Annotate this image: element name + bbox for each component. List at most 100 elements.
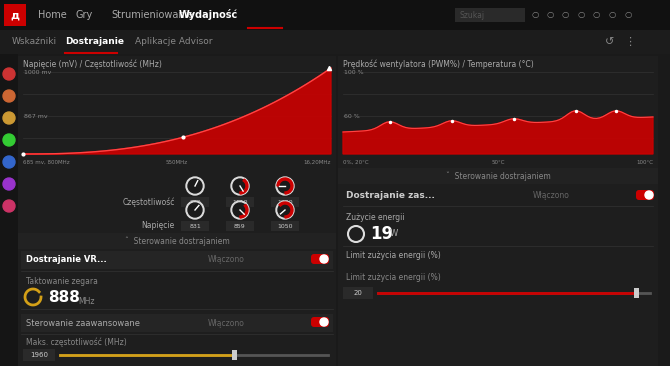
Text: ˇ  Sterowanie dostrajaniem: ˇ Sterowanie dostrajaniem — [446, 171, 550, 181]
Text: ˆ  Sterowanie dostrajaniem: ˆ Sterowanie dostrajaniem — [125, 236, 229, 246]
Bar — [226, 221, 254, 231]
Circle shape — [320, 255, 328, 263]
Bar — [18, 168, 336, 233]
Text: Napięcie (mV) / Częstotliwość (MHz): Napięcie (mV) / Częstotliwość (MHz) — [23, 59, 162, 69]
Text: 60 %: 60 % — [344, 113, 360, 119]
Circle shape — [3, 112, 15, 124]
Text: 16,20MHz: 16,20MHz — [304, 160, 331, 164]
Text: 1050: 1050 — [277, 224, 293, 228]
Wedge shape — [279, 202, 293, 218]
Text: Aplikacje Advisor: Aplikacje Advisor — [135, 37, 212, 46]
Text: Gry: Gry — [76, 10, 93, 20]
Text: 100 %: 100 % — [344, 70, 364, 75]
Text: Włączono: Włączono — [533, 191, 570, 201]
Text: 50°C: 50°C — [491, 160, 505, 164]
Text: Wydajność: Wydajność — [179, 10, 239, 20]
Bar — [338, 168, 658, 268]
Text: 1110: 1110 — [232, 199, 248, 205]
Bar — [21, 251, 333, 269]
Circle shape — [231, 201, 249, 219]
Text: 867 mv: 867 mv — [24, 113, 48, 119]
Bar — [0, 30, 670, 54]
Text: ○: ○ — [624, 11, 632, 19]
Text: ○: ○ — [561, 11, 569, 19]
Bar — [338, 168, 658, 184]
Bar — [21, 314, 333, 332]
Text: 800: 800 — [189, 199, 201, 205]
Circle shape — [3, 156, 15, 168]
Bar — [455, 8, 525, 22]
Polygon shape — [23, 68, 331, 154]
Circle shape — [276, 201, 294, 219]
Text: 888: 888 — [48, 290, 80, 305]
Text: Dostrajanie zas...: Dostrajanie zas... — [346, 191, 435, 201]
Circle shape — [645, 191, 653, 199]
Text: Napięcie: Napięcie — [142, 221, 175, 231]
Text: Zużycie energii: Zużycie energii — [346, 213, 405, 223]
Bar — [0, 0, 670, 30]
Bar — [18, 56, 336, 168]
Text: Strumieniowanie: Strumieniowanie — [111, 10, 194, 20]
Text: Dostrajanie VR...: Dostrajanie VR... — [26, 255, 107, 265]
Text: Limit zużycia energii (%): Limit zużycia energii (%) — [346, 251, 441, 261]
Text: Szukaj: Szukaj — [460, 11, 485, 19]
Circle shape — [186, 201, 204, 219]
Text: Częstotliwość: Częstotliwość — [123, 197, 175, 207]
Text: Włączono: Włączono — [208, 318, 245, 328]
Text: 1000 mv: 1000 mv — [24, 70, 52, 75]
Circle shape — [3, 134, 15, 146]
Text: ↺: ↺ — [605, 37, 614, 47]
Text: 0%, 20°C: 0%, 20°C — [343, 160, 369, 164]
Bar — [343, 287, 373, 299]
Wedge shape — [277, 178, 293, 194]
Text: Taktowanie zegara: Taktowanie zegara — [26, 276, 98, 285]
Circle shape — [278, 179, 292, 193]
Wedge shape — [240, 204, 248, 218]
Circle shape — [3, 68, 15, 80]
Text: ○: ○ — [608, 11, 616, 19]
Text: MHz: MHz — [78, 296, 94, 306]
Text: 1960: 1960 — [30, 352, 48, 358]
Bar — [18, 249, 336, 366]
Text: 685 mv, 800MHz: 685 mv, 800MHz — [23, 160, 70, 164]
Circle shape — [233, 203, 247, 217]
Circle shape — [186, 177, 204, 195]
Text: ○: ○ — [592, 11, 600, 19]
Bar — [0, 54, 18, 366]
Text: ○: ○ — [578, 11, 585, 19]
Bar — [18, 233, 336, 249]
Text: Wskaźniki: Wskaźniki — [12, 37, 57, 46]
Bar — [338, 56, 658, 168]
Bar — [634, 288, 639, 298]
Bar — [181, 221, 209, 231]
FancyBboxPatch shape — [636, 190, 654, 200]
Circle shape — [231, 177, 249, 195]
Bar — [4, 4, 26, 26]
Wedge shape — [240, 179, 248, 194]
Text: 20: 20 — [354, 290, 362, 296]
Bar — [271, 221, 299, 231]
Bar — [271, 197, 299, 207]
Circle shape — [3, 200, 15, 212]
Text: Prędkość wentylatora (PWM%) / Temperatura (°C): Prędkość wentylatora (PWM%) / Temperatur… — [343, 59, 534, 69]
Circle shape — [188, 179, 202, 193]
Text: ○: ○ — [546, 11, 553, 19]
Text: д: д — [11, 10, 19, 20]
Text: 859: 859 — [234, 224, 246, 228]
Bar — [23, 349, 55, 361]
Text: ⋮: ⋮ — [624, 37, 636, 47]
Text: Limit zużycia energii (%): Limit zużycia energii (%) — [346, 273, 441, 283]
Text: Sterowanie zaawansowane: Sterowanie zaawansowane — [26, 318, 140, 328]
Text: 550MHz: 550MHz — [166, 160, 188, 164]
FancyBboxPatch shape — [311, 317, 329, 327]
Text: Dostrajanie: Dostrajanie — [65, 37, 124, 46]
Text: 1820: 1820 — [277, 199, 293, 205]
Bar — [181, 197, 209, 207]
Bar — [232, 350, 237, 360]
FancyBboxPatch shape — [311, 254, 329, 264]
Text: 19: 19 — [370, 225, 393, 243]
Text: Maks. częstotliwość (MHz): Maks. częstotliwość (MHz) — [26, 337, 127, 347]
Text: ○: ○ — [531, 11, 539, 19]
Bar — [226, 197, 254, 207]
Text: Włączono: Włączono — [208, 255, 245, 265]
